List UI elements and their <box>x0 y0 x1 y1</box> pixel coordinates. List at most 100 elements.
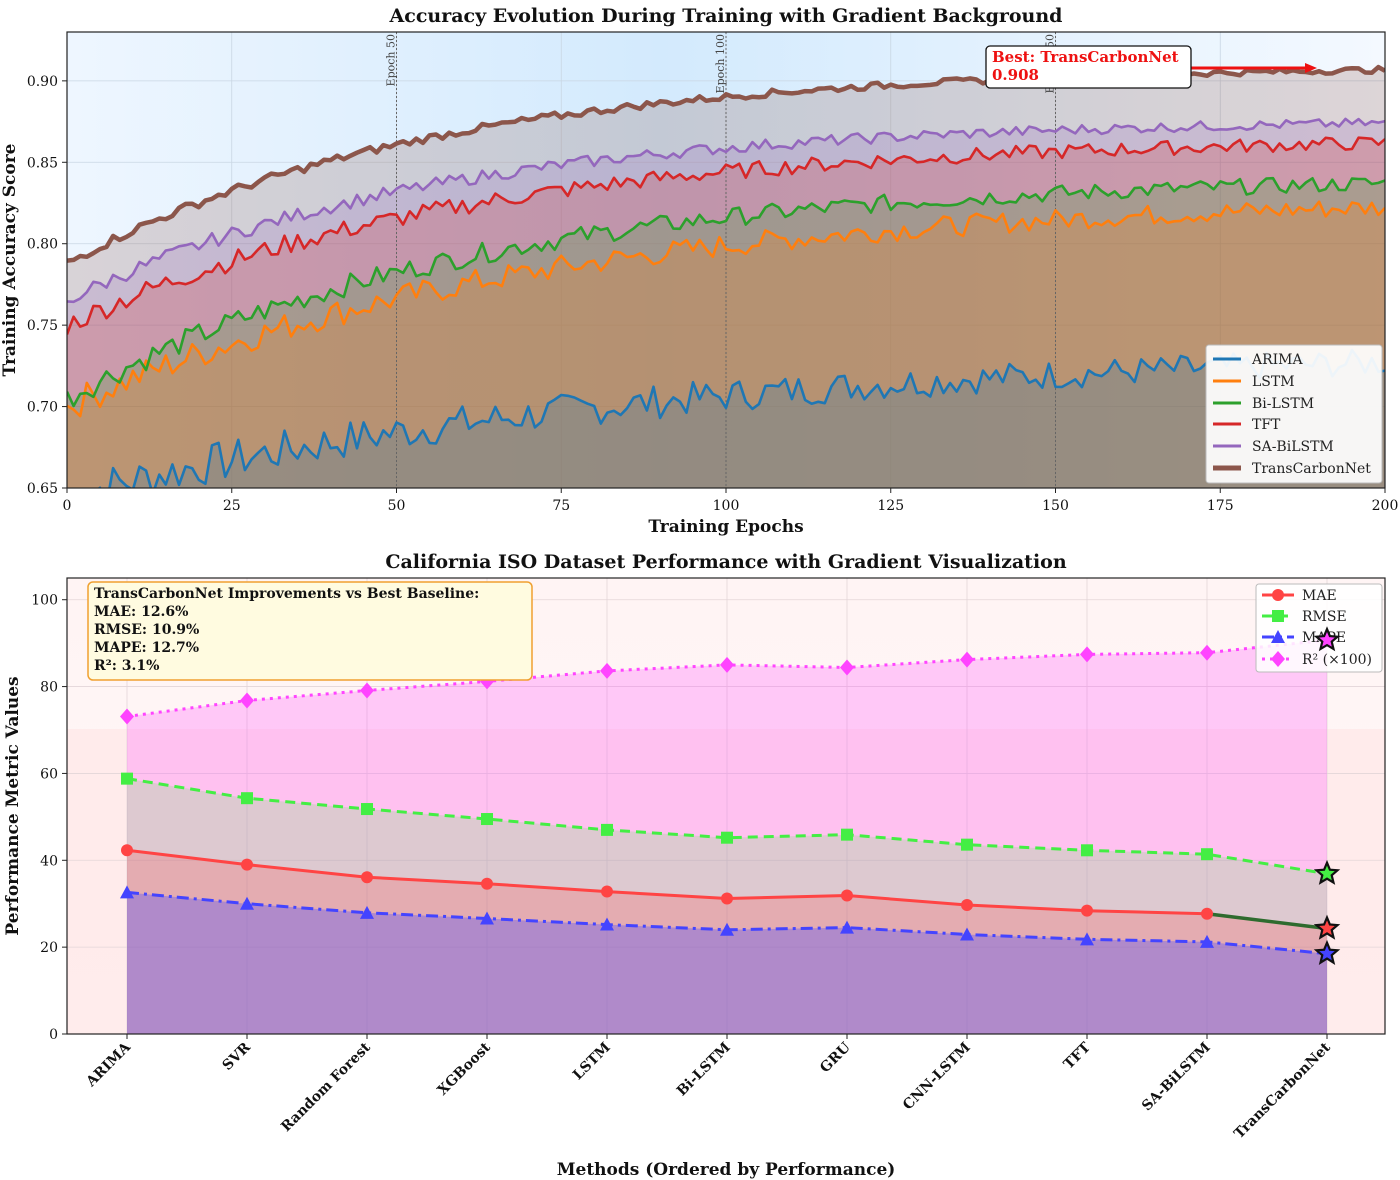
y-tick-label: 0.90 <box>27 74 58 90</box>
legend-label-rmse: RMSE <box>1302 609 1347 625</box>
legend-label-sa-bilstm: SA-BiLSTM <box>1252 439 1334 455</box>
chart2-legend-box <box>1255 583 1383 673</box>
improvements-annotation: TransCarbonNet Improvements vs Best Base… <box>87 581 533 681</box>
chart2-best-stars <box>1313 626 1341 965</box>
improvements-title: TransCarbonNet Improvements vs Best Base… <box>94 586 479 602</box>
point-mae-tft <box>1081 904 1093 917</box>
legend-label-tft: TFT <box>1252 417 1281 433</box>
series-line-bi-lstm <box>67 176 1385 408</box>
category-label-transcarbonnet: TransCarbonNet <box>1231 1039 1334 1142</box>
point-r-100-arima <box>120 708 134 725</box>
y-tick-label: 0.70 <box>27 400 58 416</box>
point-rmse-tft <box>1081 844 1093 857</box>
point-rmse-bi-lstm <box>721 831 733 844</box>
improvements-box <box>87 581 533 681</box>
legend-marker-mae <box>1272 589 1284 601</box>
y-tick-label: 60 <box>40 766 58 782</box>
point-rmse-arima <box>121 772 133 785</box>
point-r-100-lstm <box>600 662 614 679</box>
legend-label-arima: ARIMA <box>1251 352 1304 368</box>
x-tick-label: 25 <box>223 498 241 514</box>
x-tick-label: 200 <box>1372 498 1399 514</box>
best-star-mape <box>1313 939 1341 965</box>
point-mape-cnn-lstm <box>960 927 974 941</box>
chart1-series-lines <box>67 64 1385 488</box>
point-rmse-gru <box>841 828 853 841</box>
accuracy-chart: Accuracy Evolution During Training with … <box>0 5 1398 537</box>
y-tick-label: 0.80 <box>27 237 58 253</box>
chart1-ticks: 0 25 50 75 100 125 150 175 200 0.65 0.70 0.75 0.80 0.… <box>27 74 1399 514</box>
best-annotation-line2: 0.908 <box>992 66 1039 84</box>
point-mape-random-forest <box>360 905 374 919</box>
performance-chart: California ISO Dataset Performance with … <box>3 551 1386 1180</box>
point-mae-sa-bilstm <box>1201 907 1213 920</box>
best-annotation-box <box>985 45 1192 89</box>
legend-label-mae: MAE <box>1302 588 1337 604</box>
epoch-marker-label: Epoch 100 <box>714 34 727 93</box>
point-rmse-random-forest <box>361 803 373 816</box>
area-fill-mape <box>127 892 1327 1034</box>
legend-swatch-rmse <box>1262 610 1294 622</box>
x-tick-label: 150 <box>1042 498 1069 514</box>
x-tick-label: 0 <box>63 498 72 514</box>
best-annotation: Best: TransCarbonNet 0.908 <box>985 45 1317 89</box>
epoch-marker-label: Epoch 50 <box>385 34 398 86</box>
best-star-mae <box>1313 914 1341 940</box>
category-label-random-forest: Random Forest <box>278 1039 374 1135</box>
legend-marker-rmse <box>1272 610 1284 622</box>
point-mae-svr <box>241 858 253 871</box>
chart2-title: California ISO Dataset Performance with … <box>385 551 1067 573</box>
chart1-legend-box <box>1205 344 1383 484</box>
category-label-svr: SVR <box>219 1039 254 1074</box>
point-mae-cnn-lstm <box>961 899 973 912</box>
best-star-r-100 <box>1313 626 1341 652</box>
chart2-frame <box>66 577 1386 1035</box>
legend-marker-r-100 <box>1271 651 1285 667</box>
point-r-100-sa-bilstm <box>1200 644 1214 661</box>
point-mae-xgboost <box>481 877 493 890</box>
legend-swatch-mae <box>1262 589 1294 601</box>
point-r-100-svr <box>240 692 254 709</box>
point-mae-lstm <box>601 885 613 898</box>
category-label-bi-lstm: Bi-LSTM <box>674 1040 734 1100</box>
series-line-arima <box>97 348 1385 488</box>
improvement-mape: MAPE: 12.7% <box>94 640 199 656</box>
chart2-y-axis-label: Performance Metric Values <box>3 676 23 935</box>
best-arrowhead <box>1305 63 1317 73</box>
point-r-100-cnn-lstm <box>960 651 974 668</box>
x-tick-label: 100 <box>713 498 740 514</box>
legend-label-bi-lstm: Bi-LSTM <box>1252 396 1314 412</box>
category-label-arima: ARIMA <box>83 1039 135 1091</box>
x-tick-label: 75 <box>552 498 570 514</box>
x-tick-label: 50 <box>388 498 406 514</box>
point-mae-arima <box>121 844 133 857</box>
point-mape-sa-bilstm <box>1200 934 1214 948</box>
point-rmse-cnn-lstm <box>961 838 973 851</box>
category-label-sa-bilstm: SA-BiLSTM <box>1139 1040 1214 1115</box>
y-tick-label: 0.75 <box>27 318 58 334</box>
point-mape-arima <box>120 885 134 899</box>
legend-swatch-r2 <box>1262 651 1294 667</box>
mae-final-segment <box>1206 911 1328 931</box>
point-rmse-svr <box>241 792 253 805</box>
series-line-sa-bilstm <box>67 117 1385 304</box>
point-rmse-xgboost <box>481 813 493 826</box>
category-label-cnn-lstm: CNN-LSTM <box>900 1040 974 1114</box>
series-line-rmse <box>126 777 1328 876</box>
legend-swatch-mape <box>1262 630 1294 643</box>
y-tick-label: 40 <box>40 853 58 869</box>
y-tick-label: 0 <box>49 1027 58 1043</box>
point-mape-svr <box>240 896 254 910</box>
y-tick-label: 0.85 <box>27 155 58 171</box>
chart1-y-axis-label: Training Accuracy Score <box>0 143 20 376</box>
legend-label-lstm: LSTM <box>1252 374 1295 390</box>
y-tick-label: 100 <box>31 593 58 609</box>
point-r-100-bi-lstm <box>720 656 734 673</box>
improvement-r2: R²: 3.1% <box>94 658 159 674</box>
point-mape-gru <box>840 920 854 934</box>
chart1-x-axis-label: Training Epochs <box>648 517 803 537</box>
category-label-xgboost: XGBoost <box>435 1039 495 1099</box>
point-r-100-gru <box>840 659 854 676</box>
point-mape-xgboost <box>480 911 494 925</box>
